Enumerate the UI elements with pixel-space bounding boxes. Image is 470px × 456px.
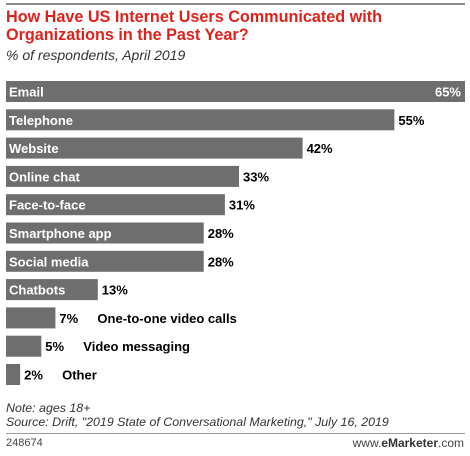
value-label-website: 42% — [307, 141, 333, 156]
value-label-chatbots: 13% — [102, 283, 128, 298]
chart-note: Note: ages 18+ — [6, 401, 91, 415]
category-label-other: Other — [62, 368, 97, 383]
bar-smartphone-app — [6, 222, 204, 244]
bar-one-to-one-video-calls — [6, 307, 56, 329]
category-label-email: Email — [9, 85, 44, 100]
category-label-smartphone-app: Smartphone app — [9, 226, 112, 241]
value-label-social-media: 28% — [208, 254, 234, 269]
value-label-video-messaging: 5% — [45, 339, 64, 354]
bar-website — [6, 137, 303, 159]
chart-source: Source: Drift, "2019 State of Conversati… — [6, 415, 389, 429]
chart-subtitle: % of respondents, April 2019 — [6, 47, 186, 63]
category-label-video-messaging: Video messaging — [83, 339, 190, 354]
emarketer-logo: www.eMarketer.com — [352, 436, 464, 450]
bar-email — [6, 81, 465, 102]
category-label-one-to-one-video-calls: One-to-one video calls — [97, 311, 236, 326]
top-rule — [6, 3, 465, 5]
value-label-smartphone-app: 28% — [208, 226, 234, 241]
bar-telephone — [6, 109, 395, 131]
bar-face-to-face — [6, 194, 225, 216]
category-label-telephone: Telephone — [9, 113, 73, 128]
bar-online-chat — [6, 165, 240, 187]
value-label-telephone: 55% — [398, 113, 424, 128]
value-label-email: 65% — [435, 85, 461, 100]
value-label-other: 2% — [24, 368, 43, 383]
value-label-online-chat: 33% — [243, 169, 269, 184]
value-label-one-to-one-video-calls: 7% — [59, 311, 78, 326]
value-label-face-to-face: 31% — [229, 198, 255, 213]
bar-social-media — [6, 250, 204, 272]
bar-video-messaging — [6, 335, 42, 357]
chart-title: How Have US Internet Users Communicated … — [6, 8, 382, 44]
category-label-chatbots: Chatbots — [9, 283, 65, 298]
bar-chatbots — [6, 279, 98, 301]
category-label-social-media: Social media — [9, 254, 89, 269]
bar-other — [6, 364, 21, 385]
footer-divider — [6, 433, 465, 434]
category-label-online-chat: Online chat — [9, 169, 80, 184]
category-label-face-to-face: Face-to-face — [9, 198, 86, 213]
chart-id: 248674 — [6, 437, 43, 449]
category-label-website: Website — [9, 141, 59, 156]
